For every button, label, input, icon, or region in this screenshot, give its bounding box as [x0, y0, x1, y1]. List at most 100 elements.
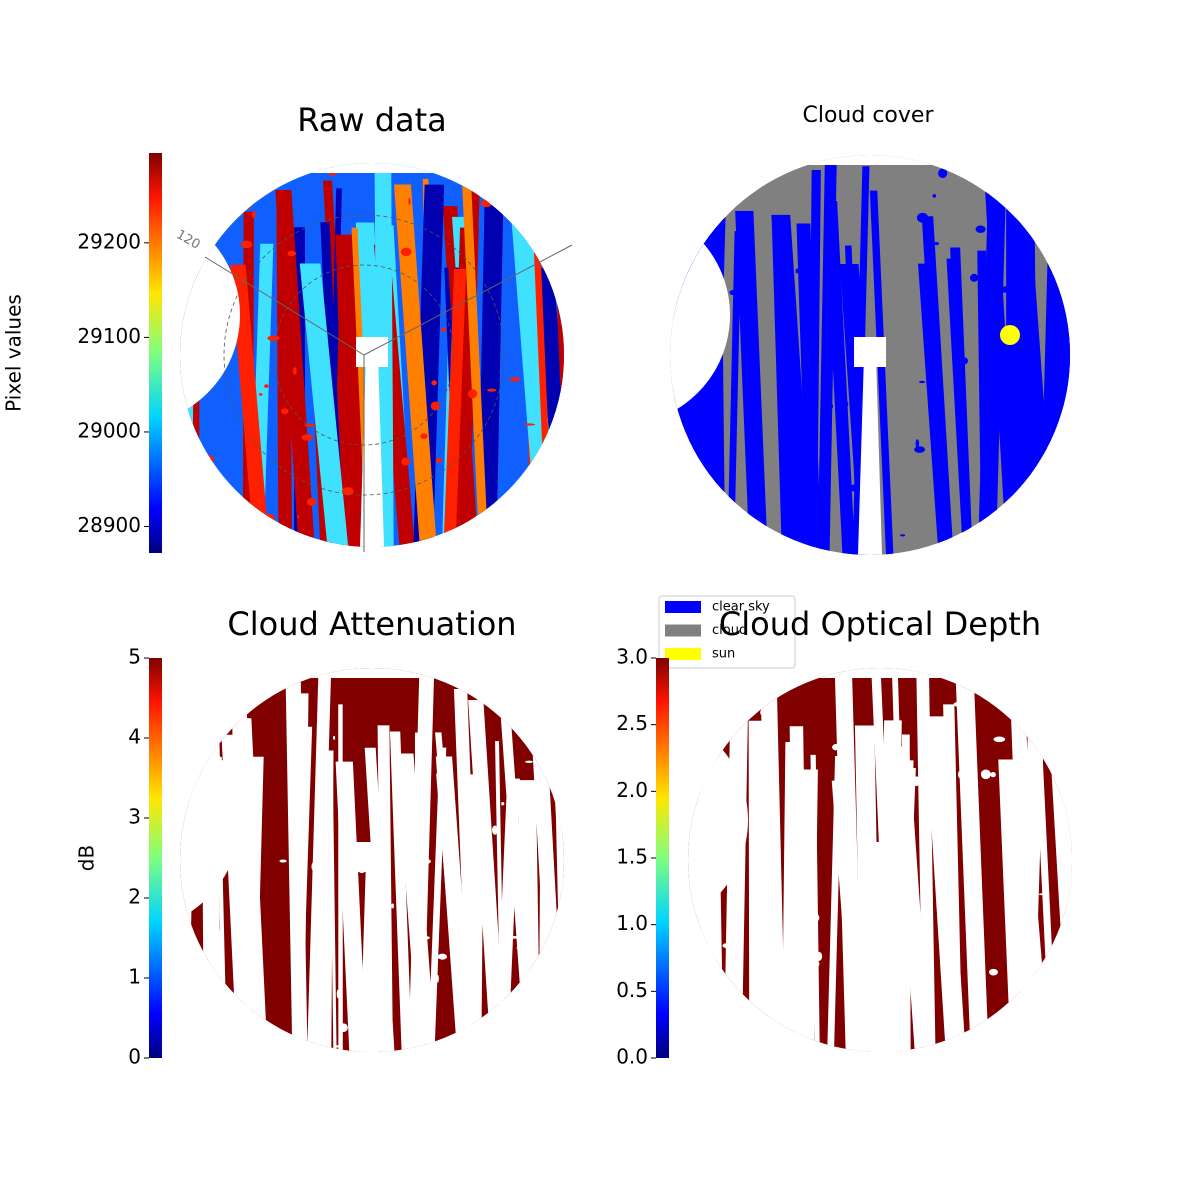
- image-stripe: [916, 668, 936, 1052]
- image-stripe: [443, 268, 467, 547]
- image-speck: [440, 327, 447, 332]
- image-stripe: [329, 760, 337, 1052]
- image-speck: [881, 768, 890, 776]
- colorbar-tick-label: 29000: [77, 418, 141, 442]
- colorbar-tick-label: 2: [128, 885, 141, 909]
- image-stripe: [230, 264, 270, 547]
- image-speck: [989, 968, 998, 976]
- image-stripe: [983, 169, 1019, 555]
- polar-axis: [204, 256, 365, 356]
- image-stripe: [243, 756, 264, 1052]
- image-speck: [336, 989, 340, 999]
- image-speck: [957, 370, 962, 377]
- image-speck: [509, 935, 520, 939]
- image-speck: [279, 859, 287, 863]
- image-mask: [670, 155, 1070, 165]
- image-stripe: [781, 742, 798, 1052]
- image-speck: [427, 767, 431, 771]
- image-speck: [420, 433, 428, 439]
- image-speck: [1060, 342, 1066, 349]
- image-speck: [509, 377, 521, 382]
- image-speck: [900, 534, 906, 537]
- image-speck: [234, 516, 243, 520]
- image-speck: [932, 194, 937, 198]
- colorbar-tick-label: 2.5: [616, 711, 648, 735]
- image-speck: [437, 953, 448, 960]
- image-speck: [231, 992, 237, 998]
- image-speck: [971, 922, 981, 925]
- image-speck: [417, 938, 427, 944]
- image-mask: [180, 668, 564, 678]
- image-stripe: [771, 223, 796, 555]
- colorbar-tick-label: 1.0: [616, 911, 648, 935]
- legend-swatch: [665, 624, 701, 637]
- image-speck: [999, 286, 1012, 293]
- image-speck: [1050, 270, 1063, 273]
- image-stripe: [946, 258, 972, 555]
- colorbar-tick-label: 0.5: [616, 978, 648, 1002]
- panel-title: Raw data: [297, 101, 447, 139]
- legend: clear sky cloud sun: [658, 595, 796, 669]
- image-speck: [297, 515, 300, 519]
- image-speck: [959, 357, 968, 365]
- image-speck: [208, 163, 217, 172]
- colorbar: [149, 153, 162, 553]
- image-speck: [332, 735, 336, 740]
- colorbar-tick-label: 0: [128, 1045, 141, 1069]
- image-speck: [512, 716, 519, 722]
- image-speck: [938, 168, 948, 179]
- image-speck: [750, 739, 756, 750]
- image-speck: [911, 668, 918, 672]
- colorbar-tick-label: 1: [128, 965, 141, 989]
- colorbar-label: dB: [75, 845, 99, 871]
- image-stripe: [477, 171, 504, 547]
- legend-label: sun: [712, 647, 735, 662]
- image-speck: [267, 335, 280, 341]
- image-speck: [780, 313, 790, 321]
- image-speck: [180, 163, 185, 167]
- colorbar-tick-label: 28900: [77, 513, 141, 537]
- image-speck: [558, 189, 564, 195]
- image-speck: [225, 994, 237, 1002]
- image-stripe: [533, 267, 564, 547]
- image-stripe: [307, 668, 332, 1052]
- polar-axis: [363, 244, 573, 356]
- image-speck: [198, 246, 209, 257]
- legend-swatch: [665, 601, 701, 613]
- panel-title: Cloud Attenuation: [227, 605, 516, 643]
- image-stripe: [727, 231, 742, 555]
- image-stripe: [395, 753, 436, 1052]
- image-speck: [501, 802, 505, 806]
- image-speck: [352, 1042, 361, 1050]
- image-speck: [832, 744, 840, 751]
- image-stripe: [294, 726, 313, 1052]
- image-speck: [511, 836, 518, 840]
- legend-label: clear sky: [712, 600, 770, 615]
- image-speck: [980, 769, 991, 780]
- image-speck: [975, 225, 986, 233]
- image-speck: [1009, 413, 1022, 419]
- image-stripe: [869, 190, 894, 555]
- image-speck: [852, 545, 859, 553]
- colorbar-tick-label: 4: [128, 725, 141, 749]
- image-stripe: [827, 755, 842, 1052]
- image-speck: [953, 701, 965, 707]
- image-speck: [883, 480, 890, 485]
- image-speck: [489, 1034, 501, 1038]
- sky-image: [670, 155, 1070, 555]
- image-speck: [670, 480, 682, 490]
- image-speck: [877, 686, 880, 693]
- image-speck: [930, 896, 933, 906]
- image-speck: [807, 959, 820, 969]
- image-speck: [761, 972, 772, 978]
- image-speck: [307, 497, 317, 506]
- image-speck: [431, 380, 437, 386]
- image-speck: [997, 159, 1009, 168]
- image-speck: [762, 979, 775, 989]
- image-stripe: [834, 675, 863, 1052]
- image-speck: [746, 249, 753, 255]
- annotation: 120: [173, 227, 202, 252]
- image-speck: [729, 289, 739, 296]
- image-mask: [858, 355, 882, 555]
